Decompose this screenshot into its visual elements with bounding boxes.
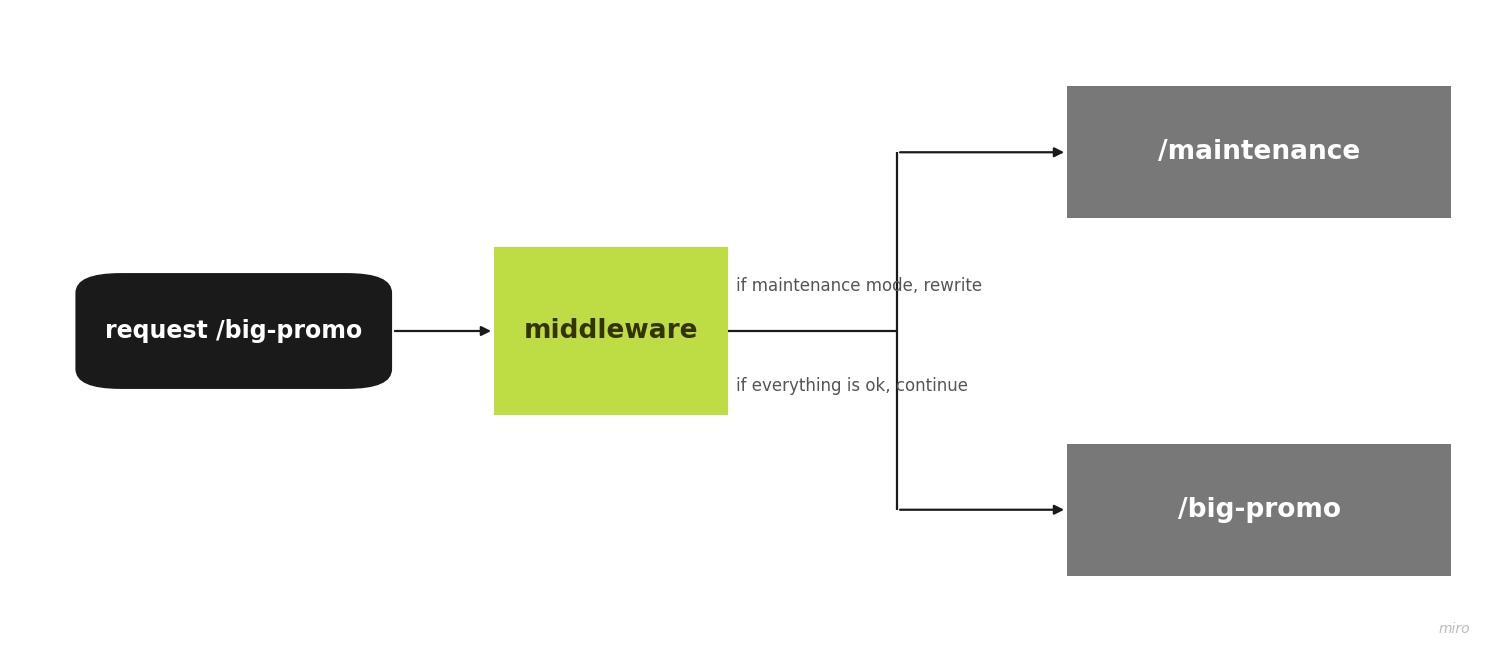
Text: middleware: middleware — [523, 318, 698, 344]
Text: request /big-promo: request /big-promo — [106, 319, 362, 343]
Text: /big-promo: /big-promo — [1178, 496, 1341, 523]
FancyBboxPatch shape — [75, 273, 392, 389]
Bar — [495, 247, 727, 416]
Bar — [1068, 86, 1451, 218]
Text: miro: miro — [1439, 622, 1470, 636]
Text: if maintenance mode, rewrite: if maintenance mode, rewrite — [736, 277, 982, 295]
Text: if everything is ok, continue: if everything is ok, continue — [736, 377, 968, 395]
Text: /maintenance: /maintenance — [1158, 139, 1360, 166]
Bar — [1068, 444, 1451, 576]
